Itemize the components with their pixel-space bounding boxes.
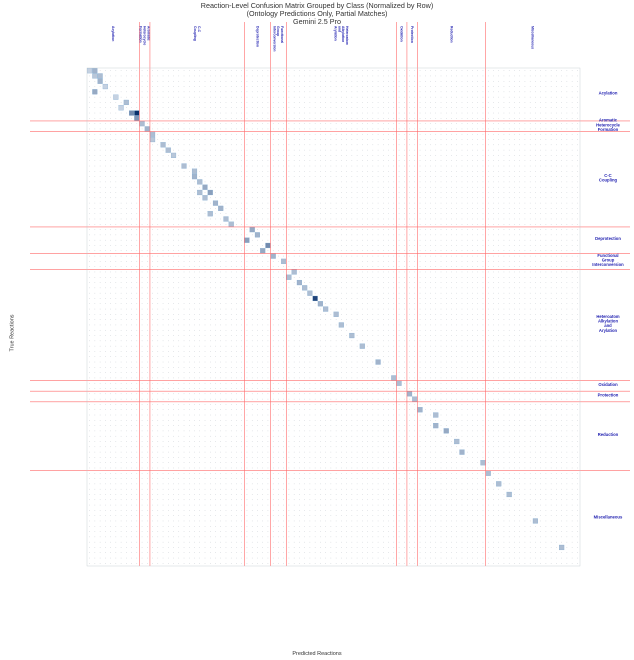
heatmap-cell [291,269,297,275]
heatmap-cell [396,380,402,386]
heatmap-cell [228,221,234,227]
heatmap-cell [338,322,344,328]
heatmap-cell [102,83,108,90]
heatmap-cell [532,518,538,524]
heatmap-cell [412,396,418,402]
heatmap-cell [92,68,98,74]
heatmap-cell [433,412,439,418]
heatmap-cell [375,359,381,365]
class-label-right: Acylation [599,91,618,96]
class-label-right: C-C Coupling [599,173,618,183]
heatmap-cell [454,438,460,445]
heatmap-cell [260,248,266,254]
heatmap-cell [496,481,502,487]
class-label-top: FunctionalGroupInterconversion [272,26,284,51]
heatmap-cell [312,295,318,302]
heatmap-cell [92,89,98,95]
heatmap-cell [265,242,271,249]
class-label-top: AromaticHeterocycleFormation [139,26,151,45]
title-line-2: (Ontology Predictions Only, Partial Matc… [246,9,388,18]
heatmap-cell [333,311,339,317]
heatmap-cell [87,68,93,74]
heatmap-cell [181,163,187,169]
heatmap-cell [417,407,423,413]
heatmap-cell [459,449,465,455]
heatmap-cell [302,285,308,291]
heatmap-cell [286,274,292,280]
heatmap-cell [443,428,449,434]
class-label-top: Protection [410,26,414,43]
heatmap-cell [150,131,156,137]
heatmap-cell [123,99,129,106]
class-label-right: Deprotection [595,236,621,241]
heatmap-cell [202,195,208,201]
heatmap-cell [197,189,203,196]
heatmap-cell [207,211,213,217]
heatmap-cell [202,184,208,190]
class-label-right: Reduction [598,432,619,437]
heatmap-cell [359,343,365,349]
class-label-right: Aromatic Heterocycle Formation [596,118,620,132]
class-label-top: Miscellaneous [531,26,535,49]
heatmap-cell [317,301,323,307]
class-label-right: Heteroatom Alkylation and Arylation [596,314,620,333]
heatmap-cell [191,174,198,180]
class-label-top: Deprotection [255,26,259,47]
heatmap-cell [191,168,198,174]
heatmap-cell [559,544,565,551]
heatmap-cell [139,121,145,127]
x-axis-label: Predicted Reactions [292,651,342,657]
heatmap-cell [281,258,287,264]
heatmap-cell [160,142,166,148]
matrix-frame [86,67,581,567]
heatmap-cell [433,423,439,429]
heatmap-cell [113,94,119,100]
heatmap-cell [150,136,156,143]
heatmap-cell [212,200,219,206]
heatmap-cell [244,237,250,243]
heatmap-cell [407,391,413,397]
class-label-top: C-CCoupling [193,26,201,41]
class-label-top: Reduction [449,26,453,43]
class-label-top: Oxidation [400,26,404,42]
heatmap-cell [485,470,491,476]
heatmap-cell [134,110,140,116]
class-label-right: Functional Group Interconversion [592,253,624,267]
heatmap-cell [92,73,98,79]
heatmap-cell [170,152,177,158]
heatmap-cell [323,306,329,312]
heatmap-cell [197,179,203,185]
title-line-1: Reaction-Level Confusion Matrix Grouped … [200,1,434,10]
heatmap-cell [254,232,260,238]
heatmap-cell [349,332,355,339]
class-label-top: HeteroatomAlkylationandArylation [334,26,349,45]
heatmap-cell [296,279,302,286]
class-label-right: Miscellaneous [594,514,623,519]
heatmap-cell [223,216,229,222]
heatmap-cell [165,147,171,153]
heatmap-cell [480,460,486,466]
heatmap-cell [118,105,124,111]
heatmap-cell [144,126,150,132]
title-line-3: Gemini 2.5 Pro [293,17,341,26]
class-label-right: Oxidation [598,382,618,387]
chart-title: Reaction-Level Confusion Matrix Grouped … [0,2,634,26]
heatmap-cell [207,189,213,196]
heatmap-cell [97,73,103,79]
heatmap-cell [97,78,103,84]
heatmap-cell [270,253,276,259]
heatmap-cell [134,115,140,121]
heatmap-cell [249,227,255,233]
heatmap-cell [307,290,313,296]
class-label-right: Protection [598,393,619,398]
y-axis-label: True Reactions [9,314,16,352]
heatmap-cell [391,375,397,381]
heatmap-cell [506,491,512,498]
heatmap-cell [218,205,224,211]
heatmap-cell [129,110,135,116]
class-label-top: Acylation [111,26,115,41]
